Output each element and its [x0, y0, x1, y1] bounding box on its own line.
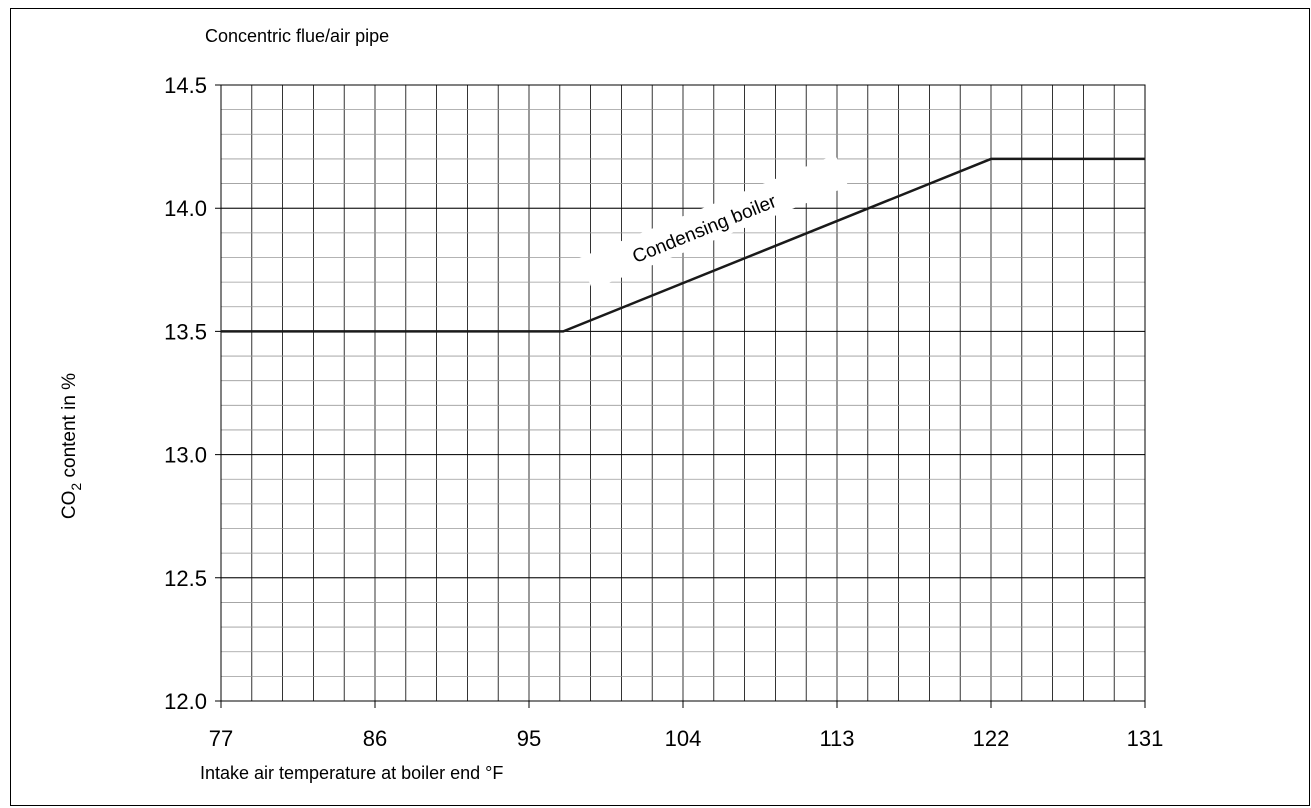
- x-tick-label: 95: [517, 726, 541, 751]
- y-axis-label-subscript: 2: [68, 483, 84, 491]
- x-axis-label: Intake air temperature at boiler end °F: [200, 763, 503, 783]
- y-tick-label: 14.5: [164, 73, 207, 98]
- annotation-background: [579, 154, 849, 290]
- x-tick-label: 131: [1127, 726, 1164, 751]
- y-tick-label: 14.0: [164, 196, 207, 221]
- x-tick-label: 113: [819, 726, 854, 751]
- y-axis-label-suffix: content in %: [59, 373, 80, 483]
- minor-grid: [220, 84, 1146, 702]
- tick-labels: 12.0 12.5 13.0 13.5 14.0 14.5 77 86 95 104 113 122 1…: [164, 73, 1163, 751]
- x-tick-label: 122: [973, 726, 1010, 751]
- series-line-condensing-boiler: [221, 157, 1145, 333]
- y-tick-label: 13.0: [164, 443, 207, 468]
- y-axis-label: CO2 content in %: [59, 373, 84, 519]
- y-tick-label: 13.5: [164, 319, 207, 344]
- x-tick-label: 77: [209, 726, 233, 751]
- x-tick-label: 86: [363, 726, 387, 751]
- chart-frame: [10, 8, 1310, 806]
- y-axis-label-prefix: CO: [59, 491, 80, 520]
- y-tick-label: 12.5: [164, 566, 207, 591]
- x-tick-label: 104: [665, 726, 702, 751]
- plot-border: [220, 84, 1146, 702]
- y-tick-label: 12.0: [164, 689, 207, 714]
- major-grid: [215, 84, 1146, 708]
- chart-title: Concentric flue/air pipe: [205, 26, 389, 46]
